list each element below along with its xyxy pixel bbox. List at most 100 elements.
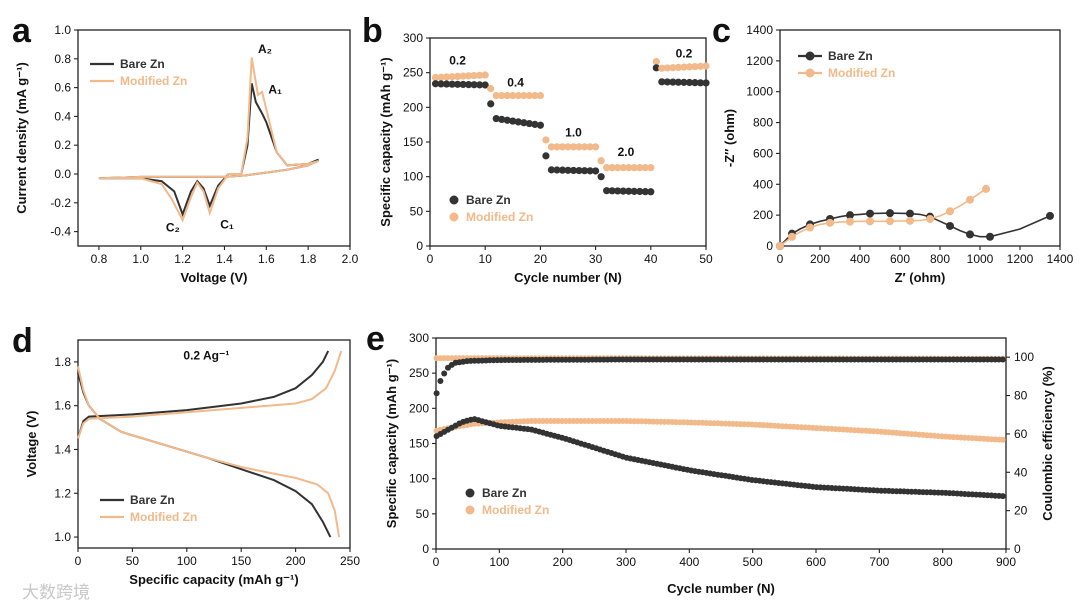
rate-point-bare — [652, 64, 660, 72]
y-tick-label: 200 — [409, 401, 429, 415]
x-tick-label: 300 — [616, 555, 636, 569]
rate-point-modified — [669, 64, 677, 72]
x-tick-label: 500 — [743, 555, 763, 569]
rate-point-modified — [636, 164, 644, 172]
y-tick-label: 1.4 — [54, 442, 71, 456]
rate-point-bare — [663, 78, 671, 86]
rate-point-bare — [487, 100, 495, 108]
legend-marker — [449, 195, 459, 205]
rate-point-bare — [569, 166, 578, 175]
panel-d-axes: 0 50 100 150 200 250 1.0 1.2 1.4 1.6 1.8 Specific c… — [12, 322, 360, 587]
y-tick-label: 250 — [403, 66, 423, 80]
x-tick-label: 1.0 — [132, 252, 149, 266]
rate-point-modified — [592, 143, 600, 151]
eis-point-bare — [1046, 211, 1054, 220]
rate-point-modified — [597, 157, 605, 165]
x-tick-label: 0 — [777, 252, 784, 266]
eis-point-modified — [788, 232, 796, 241]
eis-point-bare — [886, 209, 894, 218]
y2-axis-label: Coulombic efficiency (%) — [1040, 366, 1055, 521]
rate-label: 0.2 — [676, 46, 693, 60]
rate-label: 1.0 — [565, 125, 582, 139]
x-tick-label: 1.6 — [258, 252, 275, 266]
rate-point-bare — [542, 152, 550, 160]
rate-point-modified — [580, 143, 589, 151]
gcd-curve — [77, 366, 341, 538]
rate-point-bare — [492, 114, 500, 123]
rate-point-bare — [674, 78, 683, 86]
gcd-curve — [77, 350, 330, 439]
y-axis-label: Specific capacity (mAh g⁻¹) — [384, 359, 399, 528]
x-axis-label: Z′ (ohm) — [895, 270, 946, 285]
rate-point-modified — [525, 91, 533, 100]
x-tick-label: 200 — [286, 554, 306, 568]
y-tick-label: 0.8 — [54, 52, 71, 66]
rate-point-modified — [431, 73, 440, 82]
eis-point-modified — [982, 184, 990, 193]
rate-point-bare — [636, 187, 644, 196]
legend-entry: Bare Zn — [482, 486, 527, 500]
rate-point-modified — [553, 143, 561, 151]
rate-point-bare — [437, 80, 445, 88]
x-tick-label: 900 — [996, 555, 1016, 569]
x-tick-label: 20 — [534, 252, 548, 266]
y-tick-label: 1200 — [746, 54, 773, 68]
rate-point-modified — [442, 73, 451, 81]
x-tick-label: 100 — [177, 554, 197, 568]
y-tick-label: 0 — [422, 542, 429, 556]
x-tick-label: 1200 — [1007, 252, 1034, 266]
panel-label-c: c — [712, 12, 731, 50]
rate-point-modified — [454, 72, 462, 81]
ce-point-bare — [999, 356, 1006, 363]
x-tick-label: 2.0 — [342, 252, 359, 266]
rate-point-modified — [470, 71, 478, 80]
panel-b-axes: 0 10 20 30 40 50 0 50 100 150 200 250 300 Cycle numbe… — [362, 12, 713, 285]
rate-point-bare — [614, 187, 622, 195]
legend-entry: Bare Zn — [828, 49, 873, 63]
y-tick-label: 0.0 — [54, 167, 71, 181]
eis-line-bare — [779, 212, 1051, 247]
y-tick-label: 300 — [403, 31, 423, 45]
y-tick-label: 1.6 — [54, 399, 71, 413]
rate-point-modified — [647, 164, 655, 172]
y-tick-label: 1400 — [746, 23, 773, 37]
y-tick-label: 1.8 — [54, 355, 71, 369]
rate-point-modified — [536, 91, 545, 100]
y-tick-label: 0.6 — [54, 81, 71, 95]
rate-point-modified — [641, 164, 649, 172]
x-tick-label: 1.4 — [216, 252, 233, 266]
panel-label-b: b — [362, 12, 383, 50]
rate-point-bare — [470, 81, 478, 89]
rate-point-bare — [608, 187, 616, 195]
x-tick-label: 700 — [869, 555, 889, 569]
x-tick-label: 1.2 — [174, 252, 191, 266]
rate-point-bare — [459, 80, 467, 89]
rate-point-modified — [531, 91, 539, 100]
eis-point-bare — [846, 211, 854, 220]
x-tick-label: 400 — [850, 252, 870, 266]
x-tick-label: 600 — [806, 555, 826, 569]
legend-marker — [805, 51, 815, 61]
eis-point-modified — [806, 223, 814, 232]
rate-point-modified — [437, 73, 445, 81]
rate-point-modified — [614, 164, 622, 172]
legend-entry: Bare Zn — [120, 57, 165, 71]
y-tick-label: 50 — [416, 507, 430, 521]
rate-point-bare — [592, 167, 600, 175]
x-tick-label: 30 — [589, 252, 603, 266]
rate-point-modified — [680, 63, 688, 71]
ce-point-bare — [433, 390, 440, 397]
rate-point-bare — [619, 187, 627, 195]
rate-point-modified — [558, 143, 567, 151]
x-axis-label: Voltage (V) — [181, 270, 248, 285]
rate-point-bare — [597, 173, 605, 181]
rate-point-bare — [647, 188, 655, 196]
peak-annotation: C₁ — [220, 218, 234, 232]
y2-tick-label: 20 — [1014, 504, 1028, 518]
y-tick-label: 1.0 — [54, 530, 71, 544]
x-tick-label: 250 — [340, 554, 360, 568]
rate-point-modified — [509, 91, 517, 100]
rate-point-modified — [696, 62, 705, 70]
rate-point-modified — [702, 62, 710, 70]
legend-marker — [465, 488, 475, 498]
